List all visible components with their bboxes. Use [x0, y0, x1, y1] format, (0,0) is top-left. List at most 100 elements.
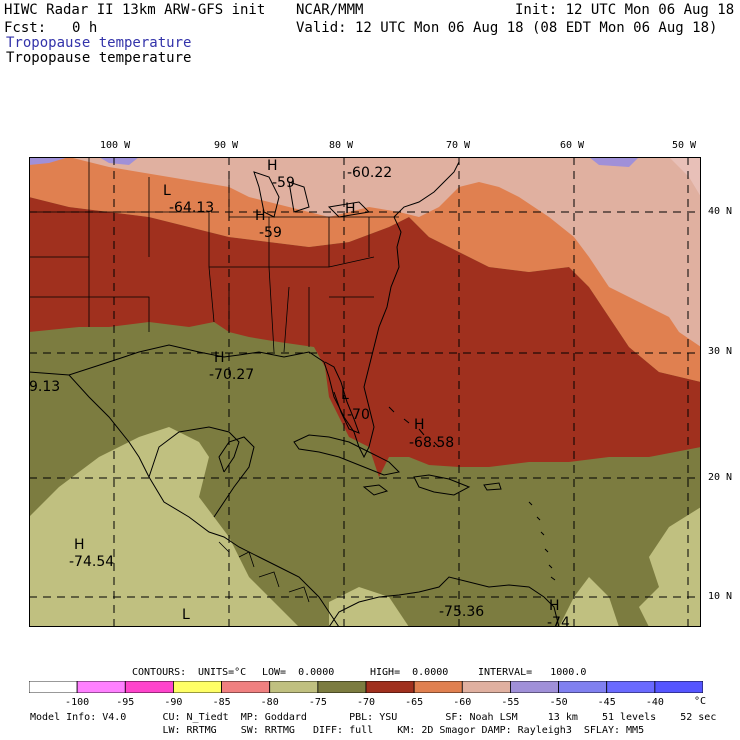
contours-label: CONTOURS:: [132, 667, 187, 678]
colorbar-swatch: [76, 681, 126, 693]
lon-label: 100 W: [100, 140, 131, 151]
colorbar-tick-label: -40: [645, 697, 664, 708]
extremum-letter: H: [74, 537, 85, 553]
coastline: [293, 434, 401, 476]
colorbar-swatch: [365, 681, 415, 693]
lat-label: 30 N: [708, 346, 733, 357]
shade-darkred: [29, 197, 701, 477]
coastline: [29, 344, 375, 459]
colorbar-tick-label: -90: [164, 697, 183, 708]
coastline: [324, 361, 360, 434]
tropopause-temperature-map: L -64.13 H -59 -60.22 H -59 H H -70.27 9…: [29, 157, 701, 627]
fcst-label: Fcst:: [4, 20, 47, 36]
colorbar-swatch: [654, 681, 703, 693]
extremum-value: -64.13: [169, 200, 214, 216]
lon-label: 50 W: [672, 140, 697, 151]
colorbar-tick-label: -45: [597, 697, 616, 708]
shade-orange: [29, 157, 701, 382]
colorbar: [29, 681, 703, 693]
colorbar-swatch: [173, 681, 222, 693]
colorbar-swatch: [558, 681, 608, 693]
extremum-letter: H: [414, 417, 425, 433]
colorbar-ticks: -100 -95 -90 -85 -80 -75 -70 -65 -60 -55 -50 -45 -40: [29, 697, 703, 709]
contours-interval: INTERVAL= 1000.0: [478, 667, 587, 678]
shade-lightpink: [669, 157, 701, 197]
extremum-letter: L: [163, 183, 171, 199]
colorbar-tick-label: -50: [549, 697, 568, 708]
shade-lavender: [589, 157, 639, 167]
colorbar-tick-label: -55: [501, 697, 520, 708]
field-name-shaded: Tropopause temperature: [6, 35, 192, 51]
extremum-letter: H: [214, 350, 225, 366]
extremum-letter: H: [255, 208, 266, 224]
extremum-value: -70.27: [209, 367, 254, 383]
colorbar-swatch: [606, 681, 656, 693]
coastline: [328, 576, 560, 627]
colorbar-swatch: [461, 681, 511, 693]
coastline: [413, 474, 471, 496]
parallels: [29, 211, 701, 598]
coastline: [362, 484, 389, 496]
coastline: [213, 436, 255, 518]
colorbar-swatch: [29, 681, 78, 693]
coastline: [148, 426, 240, 478]
model-info-line2: LW: RRTMG SW: RRTMG DIFF: full KM: 2D Sm…: [30, 725, 645, 736]
shade-khaki: [29, 427, 299, 627]
country-borders: [218, 541, 310, 603]
extremum-value: -59: [259, 225, 282, 241]
colorbar-tick-label: -70: [356, 697, 376, 708]
extremum-value: -60.22: [347, 165, 392, 181]
init-time: Init: 12 UTC Mon 06 Aug 18: [515, 2, 735, 18]
shade-khaki: [559, 577, 619, 627]
shade-khaki: [169, 577, 239, 627]
shade-lavender: [29, 157, 69, 165]
extremum-letter: L: [341, 387, 349, 403]
extremum-value: -68.58: [409, 435, 454, 451]
colorbar-tick-label: -75: [308, 697, 327, 708]
colorbar-swatch: [269, 681, 319, 693]
colorbar-tick-label: -80: [260, 697, 279, 708]
extremum-letter: H: [345, 201, 356, 217]
lon-label: 90 W: [214, 140, 239, 151]
colorbar-tick-label: -60: [453, 697, 472, 708]
coastline: [528, 501, 556, 581]
map-frame: [29, 157, 701, 627]
shade-lavender: [99, 157, 139, 165]
coastline: [483, 482, 502, 491]
extremum-letter: L: [182, 607, 190, 623]
model-info-line1: Model Info: V4.0 CU: N_Tiedt MP: Goddard…: [30, 712, 717, 723]
colorbar-swatch: [510, 681, 559, 693]
lon-label: 60 W: [560, 140, 585, 151]
shade-khaki: [639, 507, 701, 627]
valid-time: Valid: 12 UTC Mon 06 Aug 18 (08 EDT Mon …: [296, 20, 718, 36]
extremum-letter: H: [267, 158, 278, 174]
extremum-value: -59: [272, 175, 295, 191]
contours-units: UNITS=°C: [198, 667, 247, 678]
contours-high: HIGH= 0.0000: [370, 667, 449, 678]
colorbar-tick-label: -65: [405, 697, 424, 708]
colorbar-swatch: [317, 681, 367, 693]
coastline: [373, 161, 460, 348]
extremum-value: -74: [547, 615, 570, 627]
lat-label: 20 N: [708, 472, 733, 483]
extremum-letter: H: [549, 598, 560, 614]
colorbar-swatch: [124, 681, 174, 693]
lat-label: 10 N: [708, 591, 733, 602]
model-title: HIWC Radar II 13km ARW-GFS init: [4, 2, 266, 18]
lon-label: 80 W: [329, 140, 354, 151]
state-borders: [29, 157, 399, 353]
colorbar-tick-label: -85: [212, 697, 231, 708]
shade-pink: [69, 157, 701, 347]
extremum-value: 9.13: [29, 379, 60, 395]
colorbar-unit: °C: [694, 696, 707, 707]
coastline: [388, 406, 440, 448]
extremum-value: -70: [347, 407, 370, 423]
extremum-value: -75.36: [439, 604, 484, 620]
lon-label: 70 W: [446, 140, 471, 151]
colorbar-swatch: [221, 681, 271, 693]
coastline: [68, 374, 340, 627]
shade-khaki: [329, 587, 409, 627]
extremum-value: -74.54: [69, 554, 114, 570]
fcst-value: 0 h: [72, 20, 98, 36]
org-label: NCAR/MMM: [296, 2, 364, 18]
